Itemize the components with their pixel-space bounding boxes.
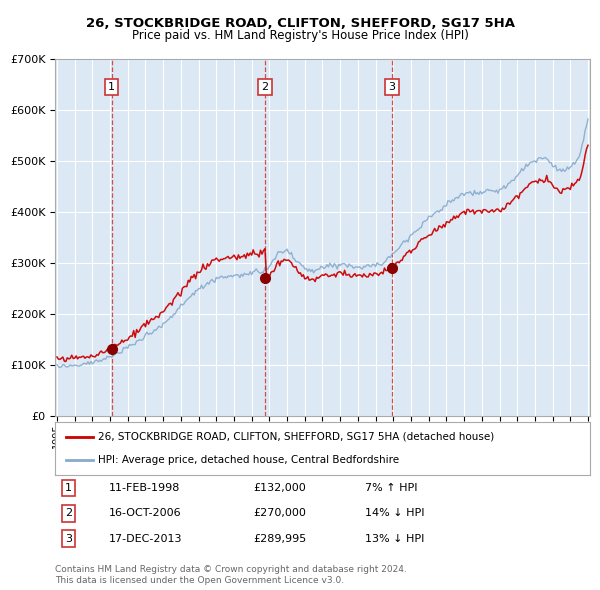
Text: 2: 2 — [65, 509, 72, 519]
Text: 13% ↓ HPI: 13% ↓ HPI — [365, 534, 425, 544]
Text: HPI: Average price, detached house, Central Bedfordshire: HPI: Average price, detached house, Cent… — [98, 455, 399, 465]
Text: £289,995: £289,995 — [253, 534, 306, 544]
Text: 2: 2 — [262, 82, 269, 92]
Text: 26, STOCKBRIDGE ROAD, CLIFTON, SHEFFORD, SG17 5HA (detached house): 26, STOCKBRIDGE ROAD, CLIFTON, SHEFFORD,… — [98, 432, 494, 442]
Text: Price paid vs. HM Land Registry's House Price Index (HPI): Price paid vs. HM Land Registry's House … — [131, 29, 469, 42]
Text: £132,000: £132,000 — [253, 483, 306, 493]
Text: 1: 1 — [108, 82, 115, 92]
Text: 1: 1 — [65, 483, 72, 493]
Text: 7% ↑ HPI: 7% ↑ HPI — [365, 483, 418, 493]
Text: 26, STOCKBRIDGE ROAD, CLIFTON, SHEFFORD, SG17 5HA: 26, STOCKBRIDGE ROAD, CLIFTON, SHEFFORD,… — [86, 17, 515, 30]
Text: 14% ↓ HPI: 14% ↓ HPI — [365, 509, 425, 519]
Text: 16-OCT-2006: 16-OCT-2006 — [109, 509, 181, 519]
Text: 3: 3 — [65, 534, 72, 544]
Text: Contains HM Land Registry data © Crown copyright and database right 2024.
This d: Contains HM Land Registry data © Crown c… — [55, 565, 407, 585]
Text: 3: 3 — [388, 82, 395, 92]
Text: 17-DEC-2013: 17-DEC-2013 — [109, 534, 182, 544]
Text: £270,000: £270,000 — [253, 509, 306, 519]
Text: 11-FEB-1998: 11-FEB-1998 — [109, 483, 180, 493]
